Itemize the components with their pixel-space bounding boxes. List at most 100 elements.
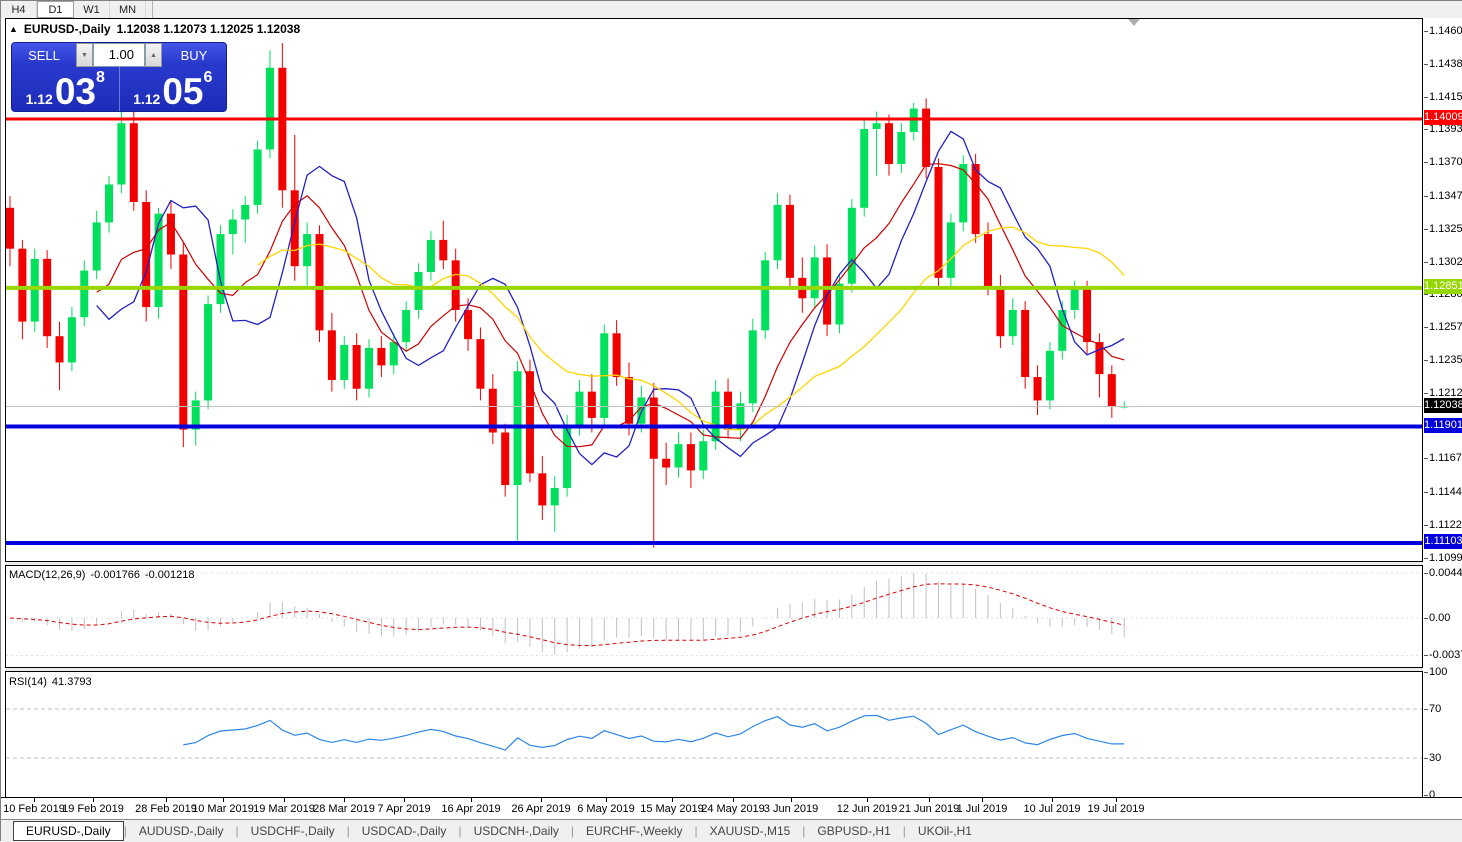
price-level-badge: 1.14009 xyxy=(1424,109,1462,125)
date-axis-label: 7 Apr 2019 xyxy=(377,803,431,815)
axis-tick-mark xyxy=(1424,758,1428,759)
date-tick-mark xyxy=(1116,798,1117,802)
price-axis-label: 1.13930 xyxy=(1429,123,1462,136)
macd-value-signal: -0.001218 xyxy=(144,569,195,581)
price-axis: 1.14605 1.14380 1.14155 1.13930 1.13705 1.134… xyxy=(1424,18,1462,801)
date-axis-label: 19 Jul 2019 xyxy=(1087,803,1145,815)
chart-tab-usdcad[interactable]: USDCAD-,Daily xyxy=(361,824,447,838)
moving-average-line xyxy=(96,163,1125,448)
macd-axis-label: 0.004465 xyxy=(1429,567,1462,579)
axis-tick-mark xyxy=(1424,261,1428,263)
buy-price-pipette: 6 xyxy=(203,69,213,86)
chart-tab-usdcnh[interactable]: USDCNH-,Daily xyxy=(473,824,559,838)
sell-button[interactable]: SELL xyxy=(12,43,76,67)
axis-tick-mark xyxy=(1424,327,1428,329)
macd-signal-line xyxy=(9,583,1125,647)
price-level-badge: 1.12851 xyxy=(1424,278,1462,294)
price-axis-label: 1.12125 xyxy=(1429,386,1462,399)
chart-tab-bar: EURUSD-,Daily | AUDUSD-,Daily | USDCHF-,Dail… xyxy=(1,819,1462,842)
sell-price-display[interactable]: 1.12 03 8 xyxy=(12,67,119,111)
price-axis-label: 1.10995 xyxy=(1429,551,1462,564)
axis-tick-mark xyxy=(1424,392,1428,394)
collapse-trade-panel-icon[interactable]: ▲ xyxy=(9,24,18,34)
axis-tick-mark xyxy=(1424,458,1428,460)
volume-decrease-button[interactable]: ▼ xyxy=(76,43,93,67)
chart-tab-audusd[interactable]: AUDUSD-,Daily xyxy=(138,824,224,838)
price-axis-label: 1.11220 xyxy=(1429,518,1462,531)
axis-tick-mark xyxy=(1424,672,1428,674)
chart-symbol-label: EURUSD-,Daily xyxy=(23,22,111,36)
price-axis-label: 1.13475 xyxy=(1429,189,1462,202)
date-axis-label: 15 May 2019 xyxy=(640,803,704,815)
buy-price-big-digits: 05 xyxy=(162,71,204,112)
sell-price-pipette: 8 xyxy=(96,69,105,86)
price-axis-label: 1.11445 xyxy=(1429,486,1462,499)
axis-tick-mark xyxy=(1424,524,1428,526)
date-tick-mark xyxy=(471,798,472,802)
axis-tick-mark xyxy=(1424,63,1428,65)
macd-chart-canvas[interactable] xyxy=(6,566,1422,665)
macd-axis-label: 0.00 xyxy=(1429,612,1451,624)
chart-tab-eurusd[interactable]: EURUSD-,Daily xyxy=(13,821,124,841)
tab-separator: | xyxy=(458,824,462,838)
panel-splitter[interactable] xyxy=(5,667,1423,672)
chart-tab-xauusd[interactable]: XAUUSD-,M15 xyxy=(709,824,791,838)
date-axis-label: 6 May 2019 xyxy=(577,803,635,815)
price-axis-label: 1.11675 xyxy=(1429,452,1462,465)
timeframe-button-d1[interactable]: D1 xyxy=(37,1,74,18)
date-axis-label: 24 May 2019 xyxy=(701,803,765,815)
axis-tick-mark xyxy=(1424,557,1428,559)
panel-splitter[interactable] xyxy=(5,561,1423,566)
trade-panel-divider xyxy=(118,67,120,111)
volume-input[interactable]: 1.00 xyxy=(93,43,145,67)
axis-tick-mark xyxy=(1424,228,1428,230)
tab-separator: | xyxy=(123,824,127,838)
rsi-value: 41.3793 xyxy=(51,676,92,688)
timeframe-toolbar: H4 D1 W1 MN xyxy=(1,1,1462,18)
axis-tick-mark xyxy=(1424,492,1428,494)
date-tick-mark xyxy=(606,798,607,802)
date-axis-label: 19 Feb 2019 xyxy=(62,803,124,815)
price-level-badge: 1.11103 xyxy=(1424,533,1462,549)
axis-tick-mark xyxy=(1424,294,1428,296)
sell-price-prefix: 1.12 xyxy=(25,91,53,107)
buy-price-display[interactable]: 1.12 05 6 xyxy=(120,67,227,112)
price-chart-canvas[interactable] xyxy=(6,19,1422,560)
timeframe-button-w1[interactable]: W1 xyxy=(74,1,110,18)
chart-tab-eurchf[interactable]: EURCHF-,Weekly xyxy=(586,824,683,838)
chart-tab-gbpusd[interactable]: GBPUSD-,H1 xyxy=(817,824,891,838)
date-axis-label: 28 Mar 2019 xyxy=(313,803,375,815)
buy-button[interactable]: BUY xyxy=(162,43,226,67)
rsi-name: RSI(14) xyxy=(9,676,47,688)
chart-tab-usdchf[interactable]: USDCHF-,Daily xyxy=(250,824,335,838)
axis-tick-mark xyxy=(1424,96,1428,98)
rsi-axis-label: 30 xyxy=(1429,752,1442,764)
price-axis-label: 1.14155 xyxy=(1429,90,1462,103)
price-level-badge: 1.11901 xyxy=(1424,417,1462,433)
date-axis-label: 1 Jul 2019 xyxy=(956,803,1008,815)
price-axis-label: 1.12350 xyxy=(1429,354,1462,366)
rsi-label: RSI(14) 41.3793 xyxy=(9,676,92,688)
tab-separator: | xyxy=(802,824,806,838)
macd-indicator-panel[interactable] xyxy=(5,566,1423,667)
date-tick-mark xyxy=(166,798,167,802)
price-chart-panel[interactable] xyxy=(5,18,1423,561)
chart-title: ▲ EURUSD-,Daily 1.12038 1.12073 1.12025 … xyxy=(9,22,300,36)
macd-name: MACD(12,26,9) xyxy=(9,569,86,581)
date-tick-mark xyxy=(284,798,285,802)
volume-increase-button[interactable]: ▲ xyxy=(145,43,162,67)
one-click-trading-panel: SELL ▼ 1.00 ▲ BUY 1.12 03 8 1.12 05 6 xyxy=(11,42,227,112)
axis-tick-mark xyxy=(1424,162,1428,164)
rsi-chart-canvas[interactable] xyxy=(6,672,1422,795)
rsi-indicator-panel[interactable] xyxy=(5,672,1423,797)
timeframe-button-h4[interactable]: H4 xyxy=(1,1,37,18)
date-axis-label: 19 Mar 2019 xyxy=(253,803,315,815)
chart-tab-ukoil[interactable]: UKOil-,H1 xyxy=(917,824,972,838)
timeframe-button-mn[interactable]: MN xyxy=(110,1,146,18)
date-axis-label: 12 Jun 2019 xyxy=(836,803,898,815)
date-tick-mark xyxy=(344,798,345,802)
date-tick-mark xyxy=(733,798,734,802)
date-axis-label: 3 Jun 2019 xyxy=(763,803,819,815)
toolbar-divider xyxy=(152,1,153,18)
